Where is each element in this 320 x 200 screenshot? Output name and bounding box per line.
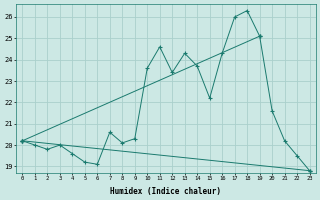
X-axis label: Humidex (Indice chaleur): Humidex (Indice chaleur) <box>110 187 221 196</box>
